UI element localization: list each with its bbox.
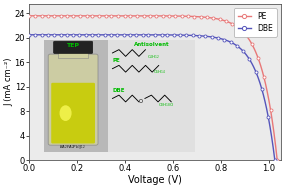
Y-axis label: J (mA cm⁻²): J (mA cm⁻²) [4,58,13,106]
Legend: PE, DBE: PE, DBE [234,8,277,37]
X-axis label: Voltage (V): Voltage (V) [128,175,182,185]
